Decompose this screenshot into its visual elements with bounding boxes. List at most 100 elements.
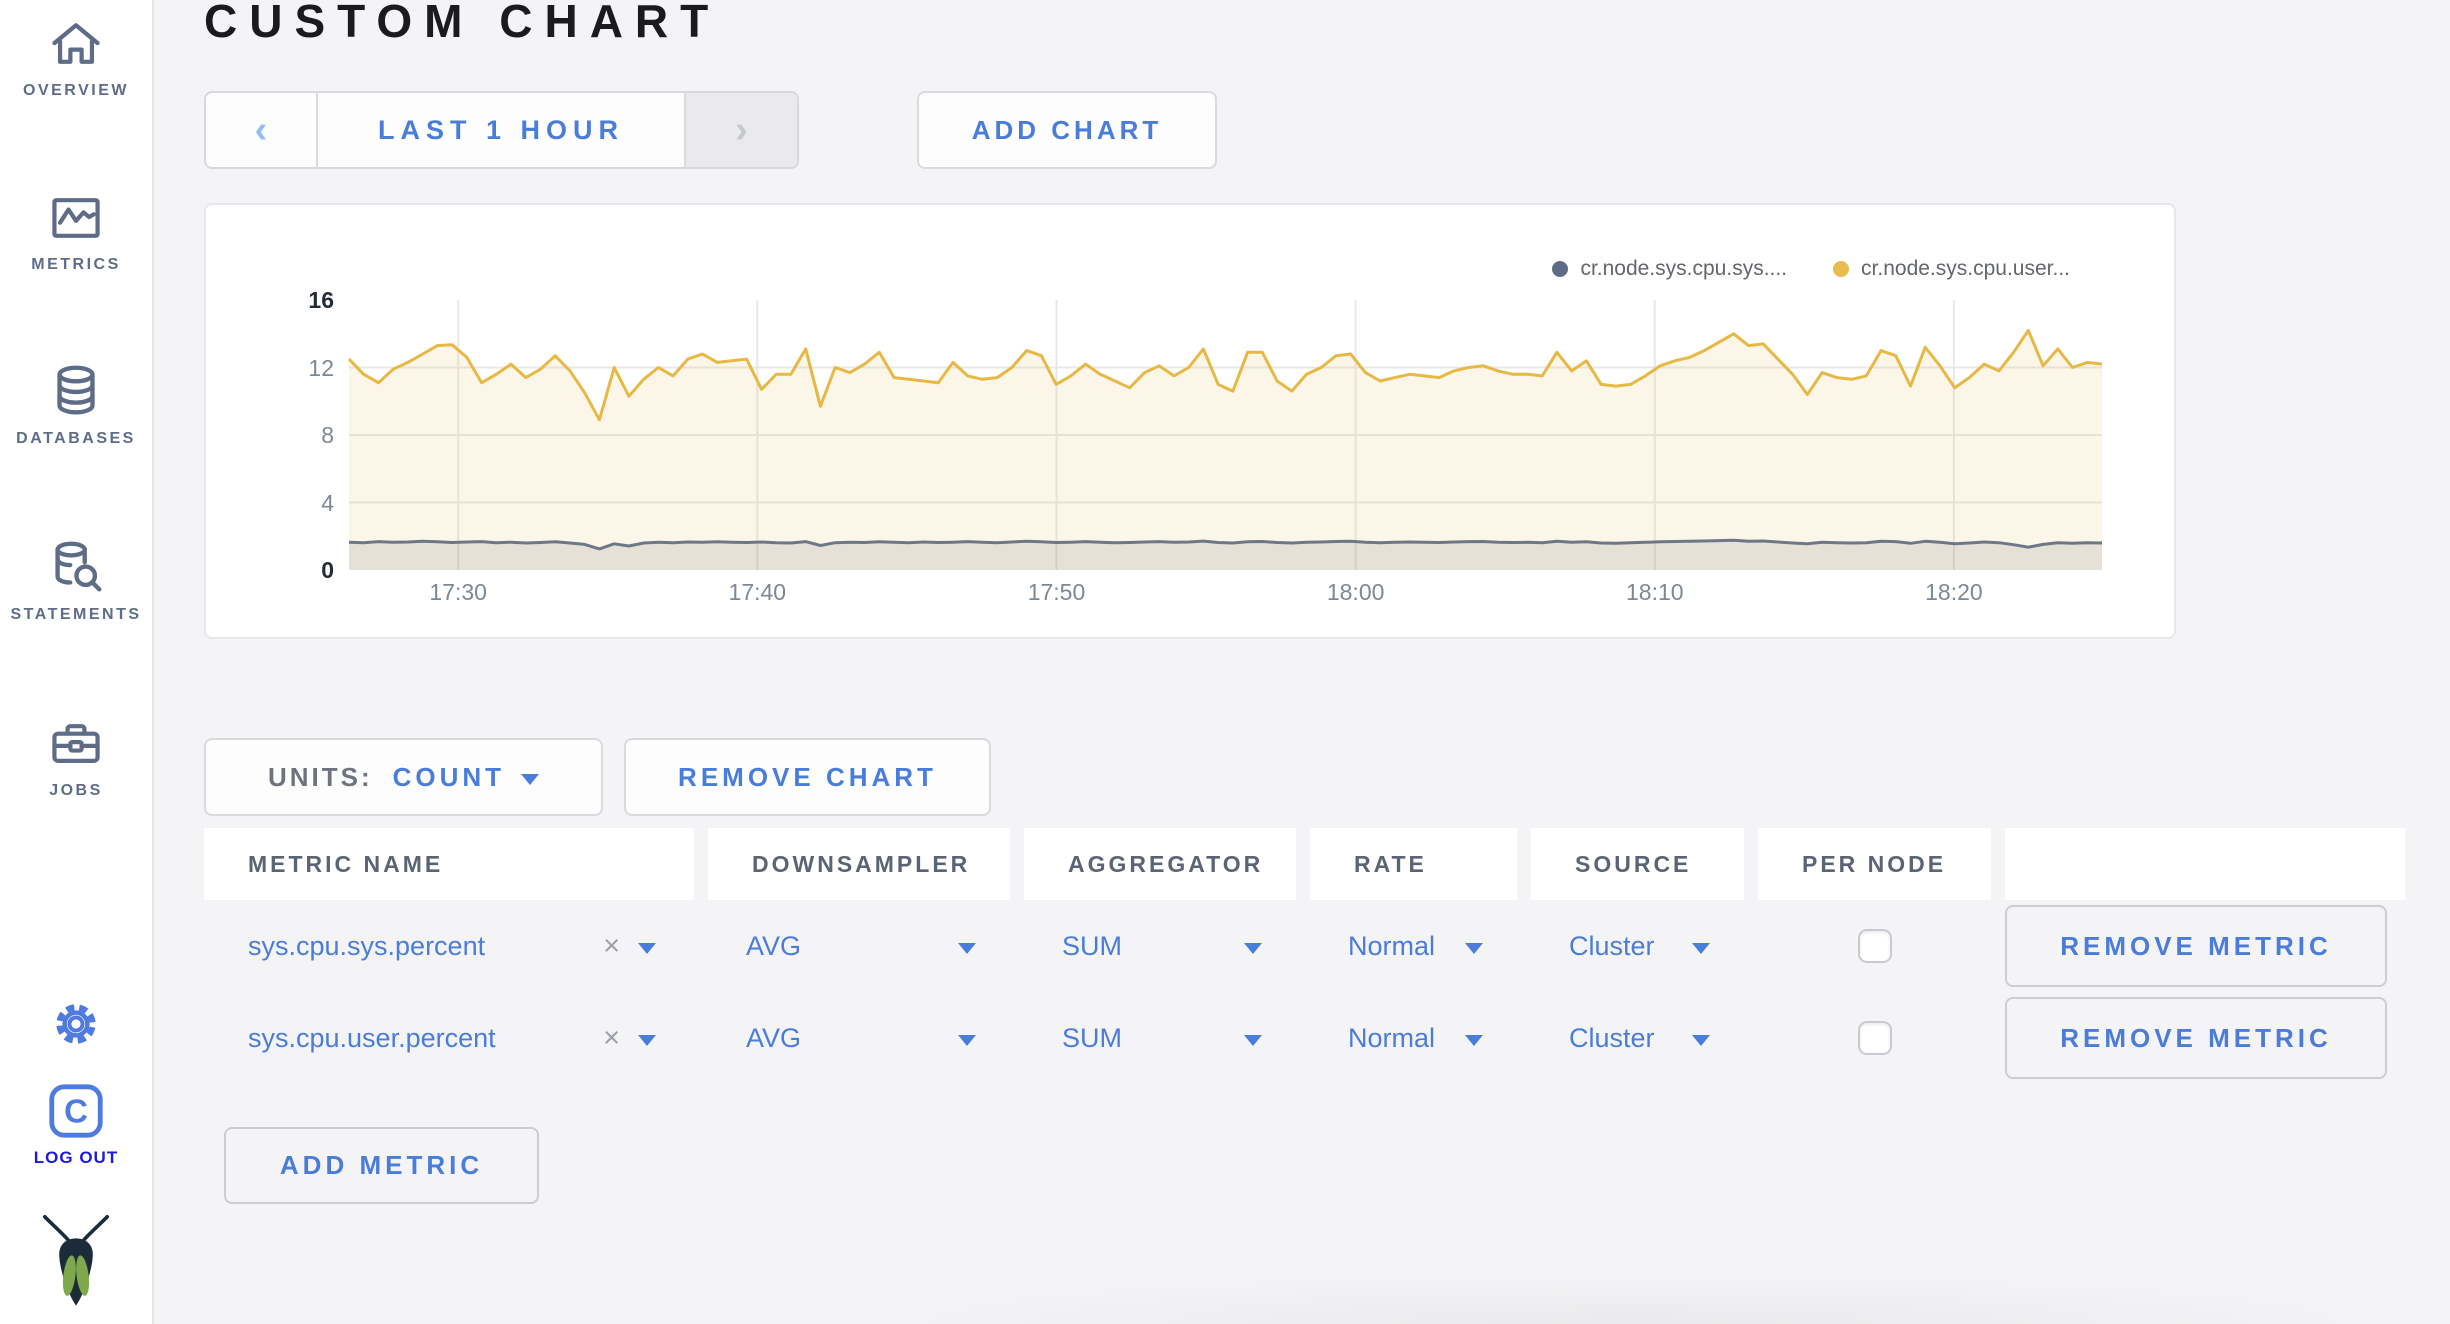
statements-icon [55, 541, 102, 592]
sidebar-item-label: OVERVIEW [23, 82, 129, 99]
add-chart-button[interactable]: ADD CHART [917, 91, 1217, 169]
y-tick-label: 4 [321, 489, 334, 516]
per-node-checkbox[interactable] [1857, 929, 1892, 963]
x-tick-label: 17:40 [728, 579, 787, 605]
page-title: CUSTOM CHART [204, 0, 721, 47]
units-dropdown[interactable]: UNITS: COUNT [204, 738, 603, 816]
y-tick-label: 0 [321, 557, 334, 583]
sidebar-item-label: STATEMENTS [10, 606, 142, 623]
legend-item[interactable]: cr.node.sys.cpu.user... [1833, 257, 2070, 281]
chevron-down-icon [1465, 942, 1483, 954]
time-range-button[interactable]: LAST 1 HOUR [318, 93, 684, 167]
metrics-table: METRIC NAME DOWNSAMPLER AGGREGATOR RATE … [204, 828, 2405, 1084]
cockroach-c-icon: C [49, 1084, 103, 1138]
x-tick-label: 17:50 [1027, 579, 1086, 605]
downsampler-value: AVG [746, 930, 802, 961]
column-header-per-node: PER NODE [1758, 828, 1991, 900]
source-value: Cluster [1569, 1022, 1655, 1053]
clear-metric-icon[interactable]: × [603, 929, 620, 962]
y-tick-label: 8 [321, 422, 334, 448]
time-range-selector: ‹ LAST 1 HOUR › [204, 91, 799, 169]
gear-icon [56, 1004, 96, 1044]
time-range-next-button[interactable]: › [684, 93, 797, 167]
chevron-right-icon: › [735, 109, 748, 151]
sidebar-item-overview[interactable]: OVERVIEW [0, 14, 152, 100]
remove-metric-button[interactable]: REMOVE METRIC [2005, 997, 2387, 1079]
aggregator-value: SUM [1062, 930, 1122, 961]
metric-name: sys.cpu.user.percent [248, 1022, 496, 1053]
sidebar-item-metrics[interactable]: METRICS [0, 188, 152, 274]
logout-label: LOG OUT [33, 1148, 119, 1167]
column-header-source: SOURCE [1531, 828, 1744, 900]
x-tick-label: 18:10 [1625, 579, 1684, 605]
metrics-table-header: METRIC NAME DOWNSAMPLER AGGREGATOR RATE … [204, 828, 2405, 900]
legend-dot-icon [1552, 261, 1569, 277]
add-metric-button[interactable]: ADD METRIC [224, 1127, 539, 1204]
source-select[interactable]: Cluster [1531, 931, 1744, 962]
sidebar-item-label: DATABASES [16, 430, 136, 447]
chart-controls: UNITS: COUNT REMOVE CHART [204, 738, 991, 816]
chevron-down-icon [1692, 1034, 1710, 1046]
chevron-down-icon [958, 942, 976, 954]
chevron-down-icon [1244, 1034, 1262, 1046]
home-icon [52, 23, 100, 64]
sidebar-item-label: JOBS [49, 782, 103, 799]
metric-name: sys.cpu.sys.percent [248, 930, 486, 961]
y-tick-label: 12 [308, 354, 334, 381]
downsampler-select[interactable]: AVG [708, 1023, 1010, 1054]
sidebar-item-jobs[interactable]: JOBS [0, 714, 152, 800]
legend-item[interactable]: cr.node.sys.cpu.sys.... [1552, 257, 1787, 281]
sidebar-item-statements[interactable]: STATEMENTS [0, 536, 152, 624]
rate-value: Normal [1348, 930, 1436, 961]
remove-chart-button[interactable]: REMOVE CHART [624, 738, 991, 816]
rate-value: Normal [1348, 1022, 1436, 1053]
chevron-down-icon [1465, 1034, 1483, 1046]
bottom-shadow [636, 1254, 2450, 1324]
clear-metric-icon[interactable]: × [603, 1021, 620, 1054]
x-tick-label: 18:20 [1925, 579, 1983, 605]
chevron-left-icon: ‹ [254, 109, 268, 151]
chart-legend: cr.node.sys.cpu.sys.... cr.node.sys.cpu.u… [1552, 257, 2070, 281]
chevron-down-icon [638, 1034, 656, 1046]
column-header-rate: RATE [1310, 828, 1517, 900]
svg-text:C: C [64, 1093, 88, 1130]
aggregator-select[interactable]: SUM [1024, 931, 1296, 962]
downsampler-select[interactable]: AVG [708, 931, 1010, 962]
chevron-down-icon [958, 1034, 976, 1046]
legend-label: cr.node.sys.cpu.sys.... [1580, 257, 1788, 280]
column-header-metric-name: METRIC NAME [204, 828, 694, 900]
remove-metric-button[interactable]: REMOVE METRIC [2005, 905, 2387, 987]
chart-card: cr.node.sys.cpu.sys.... cr.node.sys.cpu.u… [204, 203, 2176, 639]
units-value: COUNT [392, 761, 506, 792]
metric-name-select[interactable]: sys.cpu.user.percent × [204, 992, 694, 1084]
main-content: CUSTOM CHART ‹ LAST 1 HOUR › ADD CHART c… [156, 0, 2450, 1324]
table-row: sys.cpu.sys.percent × AVG SUM Normal Clu… [204, 900, 2405, 992]
source-value: Cluster [1569, 930, 1655, 961]
chevron-down-icon [638, 942, 656, 954]
sidebar-item-logout[interactable]: C LOG OUT [0, 1080, 152, 1168]
sidebar: OVERVIEW METRICS DATABASES [0, 0, 154, 1324]
chevron-down-icon [1244, 942, 1262, 954]
table-row: sys.cpu.user.percent × AVG SUM Normal Cl… [204, 992, 2405, 1084]
units-label: UNITS: [267, 761, 373, 792]
sidebar-item-settings[interactable] [0, 996, 152, 1052]
legend-dot-icon [1833, 261, 1850, 277]
aggregator-select[interactable]: SUM [1024, 1023, 1296, 1054]
sidebar-item-databases[interactable]: DATABASES [0, 360, 152, 448]
legend-label: cr.node.sys.cpu.user... [1861, 257, 2070, 280]
cockroach-logo [0, 1212, 152, 1313]
timeseries-chart [347, 300, 2103, 570]
sidebar-item-label: METRICS [31, 256, 121, 273]
per-node-checkbox[interactable] [1857, 1021, 1892, 1055]
source-select[interactable]: Cluster [1531, 1023, 1744, 1054]
metric-name-select[interactable]: sys.cpu.sys.percent × [204, 900, 694, 992]
column-header-downsampler: DOWNSAMPLER [708, 828, 1010, 900]
column-header-aggregator: AGGREGATOR [1024, 828, 1296, 900]
rate-select[interactable]: Normal [1310, 931, 1517, 962]
time-range-prev-button[interactable]: ‹ [206, 93, 318, 167]
chevron-down-icon [1692, 942, 1710, 954]
metrics-icon [52, 198, 100, 238]
aggregator-value: SUM [1062, 1022, 1122, 1053]
rate-select[interactable]: Normal [1310, 1023, 1517, 1054]
y-tick-label: 16 [308, 287, 334, 313]
